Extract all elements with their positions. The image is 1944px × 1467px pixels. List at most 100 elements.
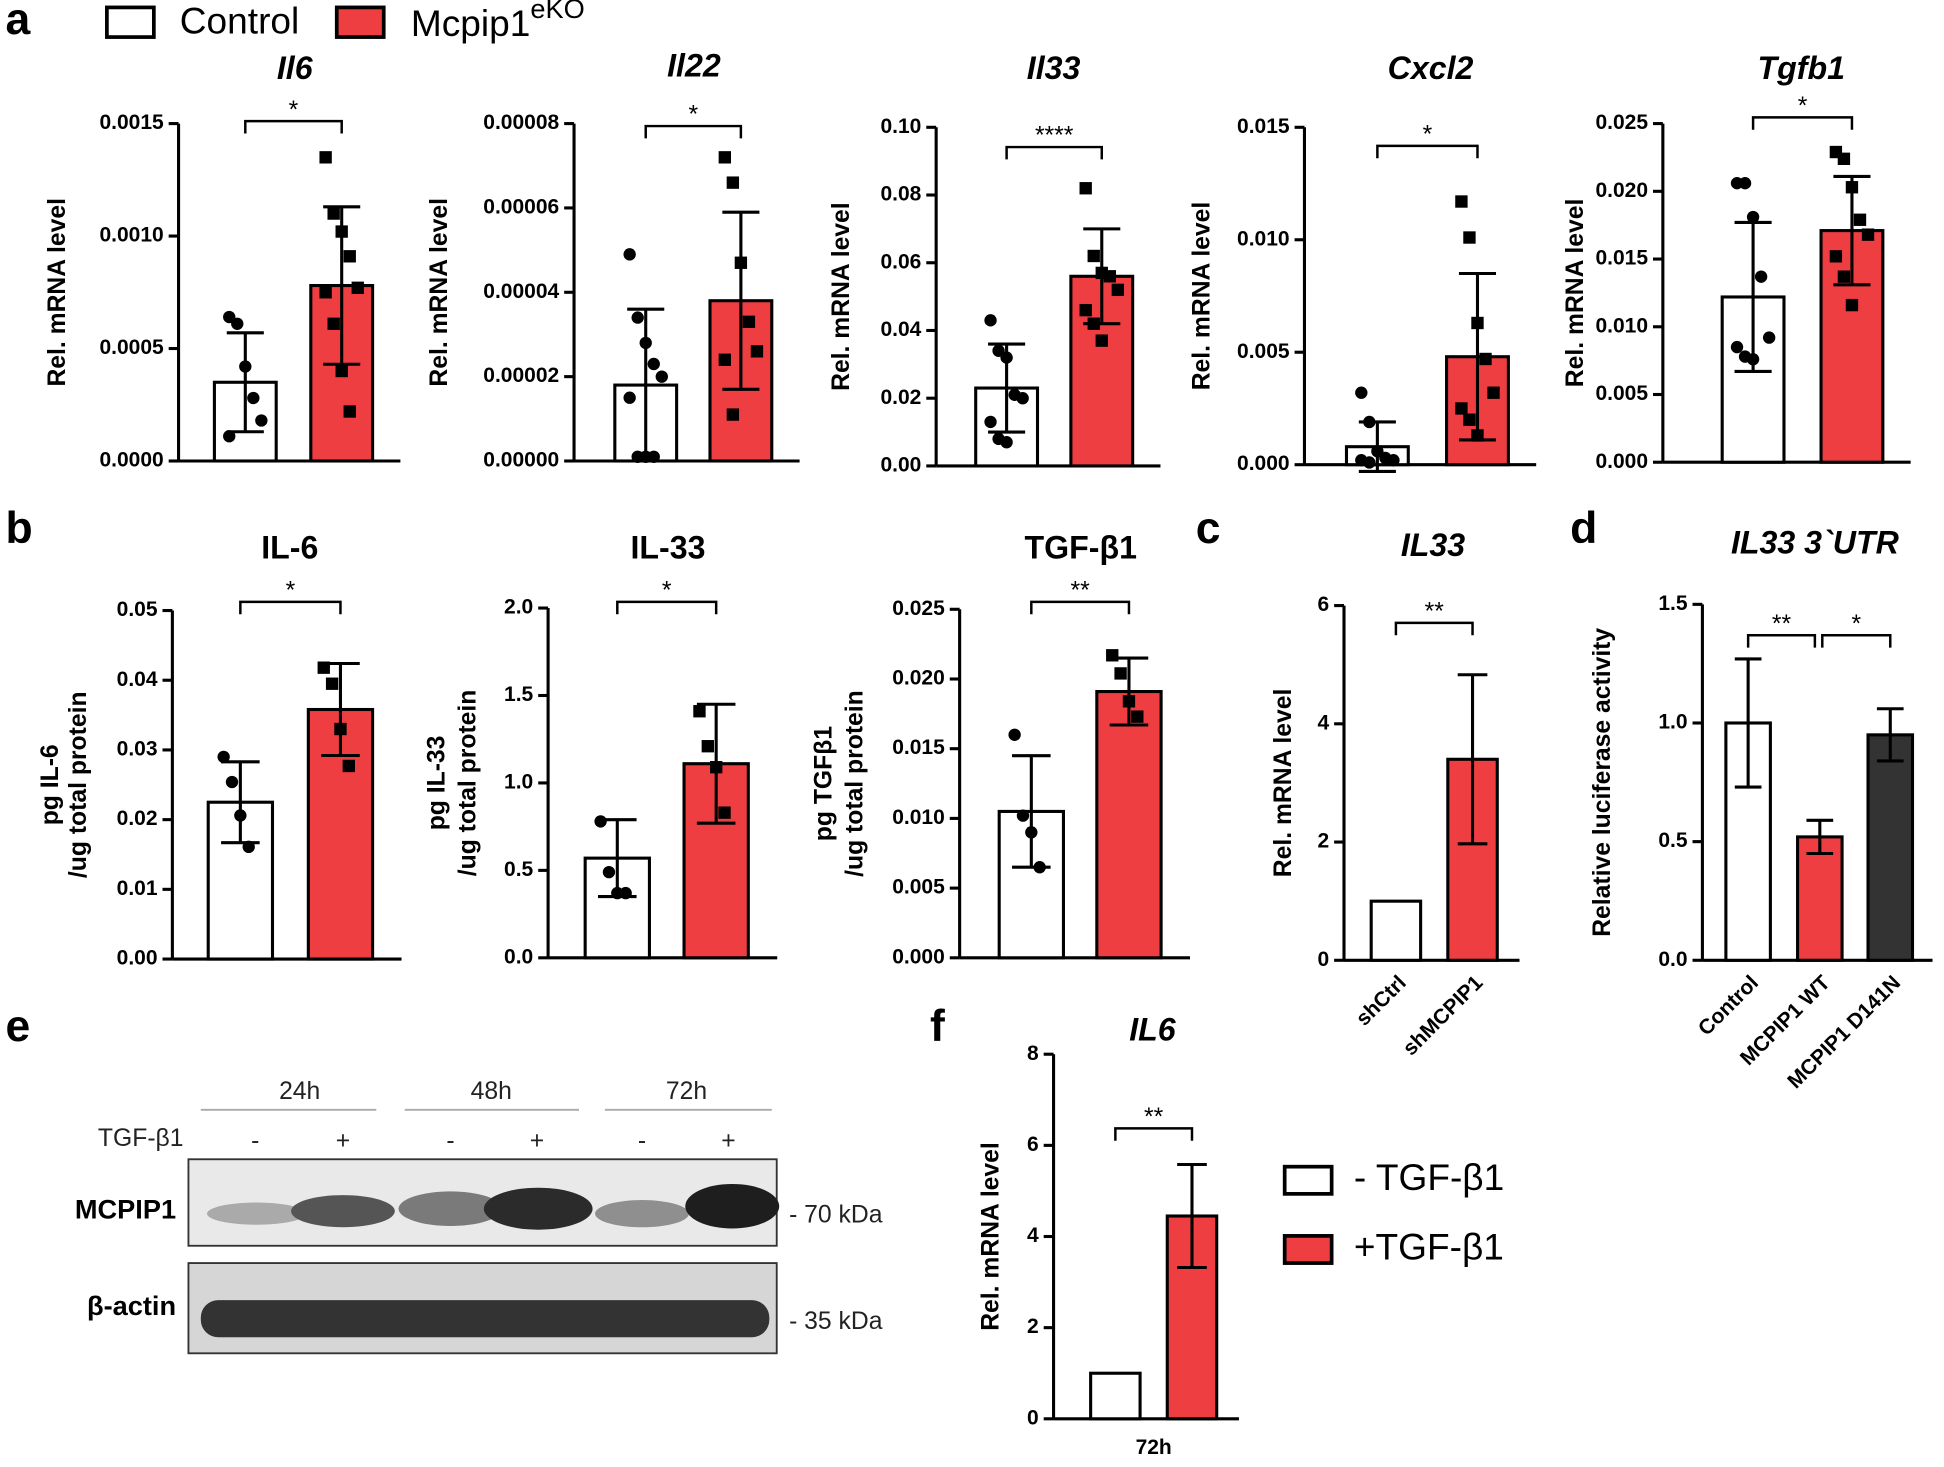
data-point [1355, 386, 1368, 399]
panel-label: f [930, 1002, 945, 1051]
data-point [1746, 353, 1760, 366]
treatment: - [446, 1127, 454, 1154]
data-point [327, 207, 340, 220]
y-tick-label: 0.0015 [99, 111, 164, 134]
y-tick-label: 0.020 [1595, 179, 1648, 202]
bar [1796, 835, 1844, 962]
x-tick-label: shCtrl [1352, 971, 1411, 1030]
chart-title: Il22 [667, 47, 721, 83]
data-point [334, 722, 347, 736]
legend-swatch [334, 5, 386, 39]
data-point [1095, 334, 1108, 347]
legend-label: - TGF-β1 [1354, 1156, 1504, 1198]
band [685, 1183, 780, 1229]
data-point [1479, 352, 1492, 366]
y-tick-label: 0.010 [1237, 227, 1290, 250]
treatment-label: TGF-β1 [98, 1125, 184, 1152]
significance-label: * [286, 578, 296, 605]
treatment: - [638, 1127, 646, 1154]
significance-label: **** [1035, 123, 1074, 150]
x-axis-label: 72h [1136, 1436, 1172, 1459]
y-tick-label: 0.000 [1237, 452, 1290, 475]
data-point [1000, 351, 1013, 364]
data-point [742, 315, 756, 328]
band [398, 1191, 503, 1227]
y-tick-label: 0.0010 [99, 224, 163, 247]
chart-title: Tgfb1 [1758, 50, 1845, 86]
timepoint: 72h [666, 1078, 707, 1105]
significance-label: * [1851, 611, 1861, 638]
y-tick-label: 0 [1317, 948, 1329, 971]
band [291, 1195, 395, 1228]
y-tick-label: 0.06 [880, 250, 921, 273]
significance-label: * [1798, 93, 1808, 120]
data-point [1111, 283, 1125, 297]
bar [1369, 899, 1423, 962]
significance-label: ** [1772, 611, 1792, 638]
significance-bracket [244, 119, 343, 134]
data-point [317, 661, 330, 674]
y-axis-label: Rel. mRNA level [828, 202, 855, 391]
y-tick-label: 0.025 [1595, 111, 1648, 134]
chart-title: IL33 3`UTR [1731, 525, 1899, 561]
chart: 0.000 0.005 0.010 0.015 0.020 0.025 Tgfb1 Rel. … [1562, 50, 1911, 473]
band [595, 1200, 689, 1228]
y-axis-label: pg IL-33 [424, 736, 451, 831]
y-tick-label: 0.04 [117, 668, 158, 691]
y-axis-label: pg TGFβ1 [810, 726, 837, 842]
y-tick-label: 0.0 [1658, 948, 1687, 971]
data-point [1114, 667, 1127, 680]
significance-bracket [1114, 1127, 1194, 1141]
error-bar [1806, 818, 1834, 856]
chart-title: Il6 [277, 50, 314, 86]
error-bar [1876, 707, 1904, 763]
data-point [750, 345, 764, 358]
y-tick-label: 2 [1027, 1315, 1039, 1338]
y-tick-label: 0.03 [117, 737, 158, 760]
y-tick-label: 6 [1027, 1133, 1039, 1156]
y-axis-label: pg IL-6 [37, 744, 64, 825]
data-point [1079, 182, 1092, 195]
data-point [1033, 861, 1046, 874]
significance-bracket [1821, 634, 1892, 648]
band [483, 1187, 593, 1230]
treatment: + [721, 1127, 735, 1154]
y-tick-label: 0.05 [117, 598, 158, 621]
y-axis-label: /ug total protein [65, 691, 92, 878]
data-point [1463, 231, 1476, 244]
error-bar [722, 210, 760, 391]
y-tick-label: 0 [1027, 1406, 1039, 1429]
data-point [1738, 177, 1752, 190]
data-point [718, 806, 731, 819]
data-point [1463, 413, 1476, 426]
data-point [1131, 710, 1144, 723]
y-axis-label: Rel. mRNA level [1562, 199, 1589, 388]
data-point [1103, 270, 1116, 283]
band [200, 1300, 770, 1338]
data-point [234, 809, 247, 822]
data-point [1008, 728, 1021, 741]
y-tick-label: 0.00 [880, 453, 921, 476]
legend-label: Control [180, 0, 299, 41]
y-axis-label: Rel. mRNA level [426, 198, 453, 387]
y-tick-label: 0.020 [892, 667, 945, 690]
y-tick-label: 0.0005 [99, 336, 164, 359]
data-point [325, 677, 339, 690]
y-tick-label: 0.5 [504, 858, 534, 881]
chart: 0.00 0.02 0.04 0.06 0.08 0.10 Il33 Rel. mRNA le… [828, 50, 1161, 476]
chart-title: Cxcl2 [1388, 50, 1474, 86]
data-point [647, 450, 660, 463]
significance-label: ** [1144, 1104, 1164, 1131]
size-marker: - 70 kDa [789, 1202, 883, 1229]
y-tick-label: 1.5 [504, 683, 534, 706]
data-point [335, 364, 348, 378]
size-marker: - 35 kDa [789, 1308, 883, 1335]
y-tick-label: 4 [1317, 711, 1329, 734]
data-point [223, 430, 236, 443]
y-tick-label: 0.015 [892, 736, 945, 759]
y-tick-label: 0.005 [892, 876, 945, 899]
bar [1089, 1371, 1142, 1421]
data-point [1363, 456, 1376, 469]
data-point [984, 314, 997, 327]
